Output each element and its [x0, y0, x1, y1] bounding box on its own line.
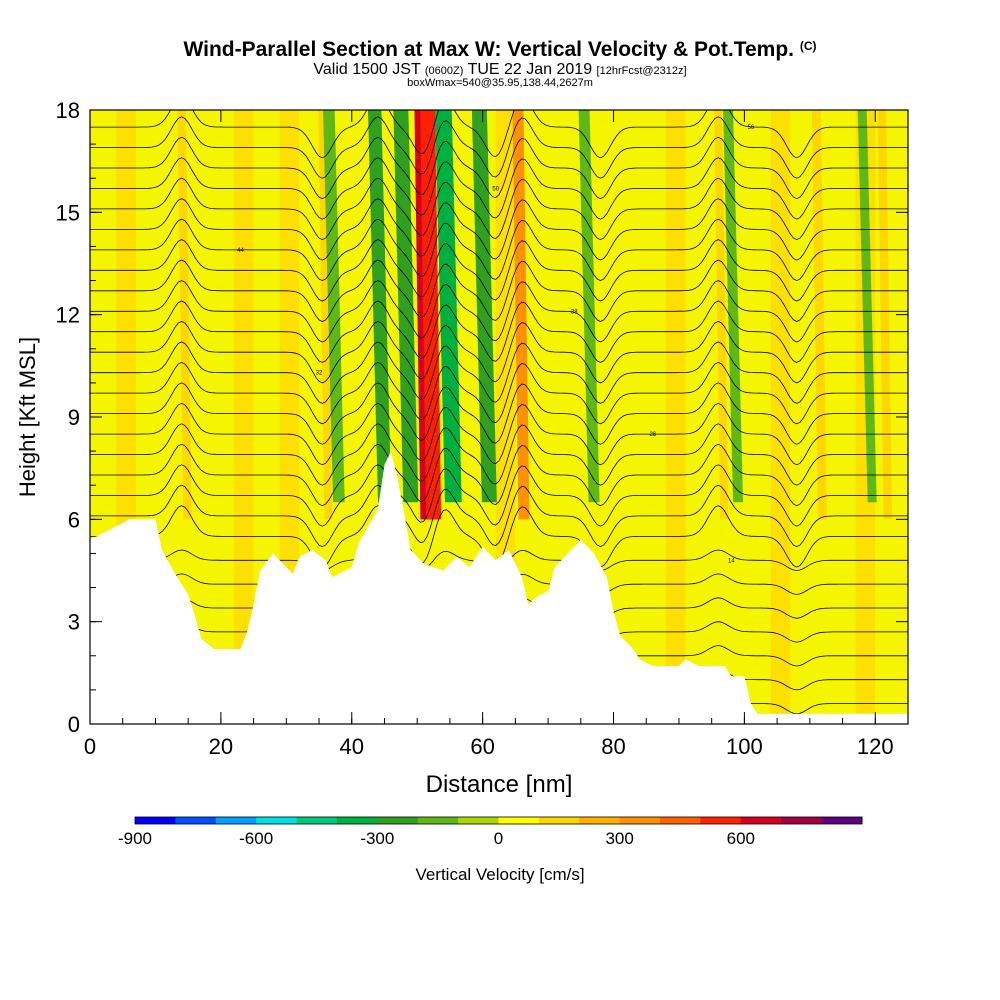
colorbar-swatch: [498, 817, 540, 824]
colorbar-swatch: [296, 817, 338, 824]
colorbar-frame: [134, 816, 863, 825]
theta-contour: [90, 136, 908, 200]
updraft-band: [714, 110, 729, 520]
colorbar-swatch: [700, 817, 742, 824]
colorbar-swatch: [336, 817, 378, 824]
theta-contour-label: 56: [748, 125, 755, 131]
x-tick-label: 40: [340, 734, 364, 759]
chart-title-text: Wind-Parallel Section at Max W: Vertical…: [183, 38, 794, 61]
colorbar-tick-label: -900: [118, 829, 152, 848]
updraft-band: [512, 110, 530, 520]
colorbar-swatch: [619, 817, 661, 824]
colorbar-swatch: [135, 817, 176, 824]
x-tick-label: 20: [209, 734, 233, 759]
downdraft-band: [471, 110, 497, 503]
theta-contour: [90, 443, 908, 507]
theta-contour: [90, 423, 908, 486]
x-tick-label: 120: [857, 734, 894, 759]
downdraft-band: [323, 110, 345, 503]
theta-contour-label: 32: [316, 371, 323, 377]
y-tick-label: 0: [68, 712, 80, 737]
theta-contour: [90, 382, 908, 445]
theta-contour-label: 26: [649, 432, 656, 438]
x-tick-label: 60: [470, 734, 494, 759]
downdraft-band: [367, 110, 392, 503]
theta-contour: [90, 259, 908, 322]
plot-area: 281420263238445056: [90, 110, 908, 724]
y-tick-label: 12: [56, 303, 80, 328]
subtitle-zulu: (0600Z): [424, 65, 464, 77]
chart-box-info: boxWmax=540@35.95,138.44,2627m: [407, 77, 593, 89]
colorbar-tick-label: -300: [360, 829, 394, 848]
y-tick-label: 9: [68, 405, 80, 430]
colorbar-swatch: [781, 817, 823, 824]
colorbar-label: Vertical Velocity [cm/s]: [415, 865, 584, 884]
colorbar-swatch: [175, 817, 217, 824]
subtitle-valid: Valid 1500 JST: [313, 61, 421, 78]
theta-contour: [90, 361, 908, 425]
weak-updraft-band: [770, 110, 791, 724]
colorbar-swatch: [215, 817, 257, 824]
theta-contour: [90, 321, 908, 384]
theta-contour: [90, 402, 908, 466]
subtitle-date: TUE 22 Jan 2019: [467, 61, 593, 78]
colorbar-swatch: [660, 817, 701, 824]
x-tick-label: 0: [84, 734, 96, 759]
theta-contour: [90, 464, 908, 527]
updraft-band: [877, 110, 893, 520]
theta-contour: [90, 484, 908, 548]
weak-updraft-band: [233, 110, 254, 724]
colorbar-swatch: [579, 817, 621, 824]
colorbar-tick-label: 0: [494, 829, 503, 848]
colorbar-swatch: [538, 817, 580, 824]
colorbar-swatch: [740, 817, 782, 824]
colorbar-swatch: [377, 817, 419, 824]
theta-contour: [90, 280, 908, 343]
colorbar-swatch: [417, 817, 459, 824]
y-axis-label: Height [Kft MSL]: [15, 337, 40, 497]
updraft-band: [811, 110, 827, 520]
theta-contour-label: 38: [571, 309, 578, 315]
x-tick-label: 100: [726, 734, 763, 759]
theta-contour: [90, 157, 908, 220]
y-tick-label: 3: [68, 610, 80, 635]
colorbar-swatch: [821, 817, 863, 824]
colorbar-swatch: [458, 817, 499, 824]
theta-contour-label: 44: [237, 248, 244, 254]
theta-contour-label: 50: [492, 186, 499, 192]
theta-contour: [90, 341, 908, 404]
theta-contour: [90, 239, 908, 302]
theta-contour: [90, 116, 908, 179]
theta-contour: [90, 218, 908, 282]
y-tick-label: 6: [68, 507, 80, 532]
y-tick-label: 15: [56, 200, 80, 225]
colorbar-tick-label: 600: [727, 829, 755, 848]
downdraft-band: [857, 110, 877, 503]
x-axis-label: Distance [nm]: [426, 771, 573, 798]
x-tick-label: 80: [601, 734, 625, 759]
colorbar-tick-label: 300: [605, 829, 633, 848]
chart-subtitle: Valid 1500 JST (0600Z) TUE 22 Jan 2019 […: [0, 61, 1000, 79]
terrain-mask: [90, 451, 908, 724]
y-tick-label: 18: [56, 98, 80, 123]
colorbar-swatch: [256, 817, 298, 824]
theta-contour: [90, 198, 908, 261]
theta-contour: [90, 177, 908, 241]
downdraft-band: [723, 110, 744, 503]
colorbar-tick-label: -600: [239, 829, 273, 848]
weak-updraft-band: [665, 110, 686, 724]
downdraft-band: [578, 110, 600, 503]
title-copyright-mark: (C): [799, 39, 817, 53]
theta-contour-label: 14: [728, 558, 735, 564]
theta-contour: [90, 110, 908, 159]
subtitle-forecast: [12hrFcst@2312z]: [596, 65, 687, 77]
updraft-band: [177, 110, 192, 520]
chart-title: Wind-Parallel Section at Max W: Vertical…: [0, 38, 1000, 62]
updraft-band: [318, 110, 333, 520]
theta-contour: [90, 300, 908, 363]
